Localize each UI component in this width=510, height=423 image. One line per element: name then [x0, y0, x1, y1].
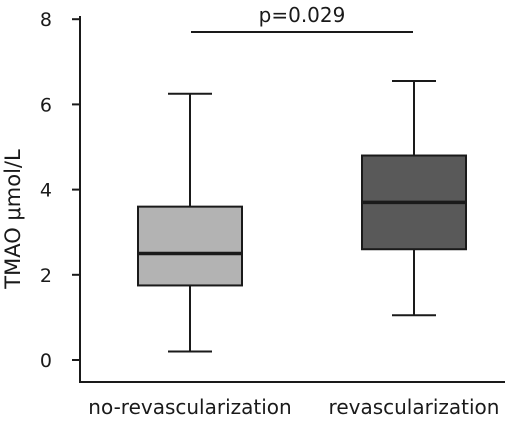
y-tick-label: 6	[40, 94, 52, 116]
y-axis-title: TMAO μmol/L	[1, 149, 25, 290]
p-value-label: p=0.029	[259, 3, 346, 27]
y-tick-label: 0	[40, 350, 52, 372]
box-revascularization	[361, 79, 467, 317]
y-tick-label: 2	[40, 265, 52, 287]
y-tick-label: 8	[40, 9, 52, 31]
box-no-revascularization	[137, 92, 243, 353]
significance-annotation: p=0.029	[191, 3, 413, 33]
x-category-label: no-revascularization	[88, 395, 291, 419]
iqr-box	[137, 205, 243, 287]
x-category-label: revascularization	[329, 395, 500, 419]
y-tick-label: 4	[40, 180, 52, 202]
